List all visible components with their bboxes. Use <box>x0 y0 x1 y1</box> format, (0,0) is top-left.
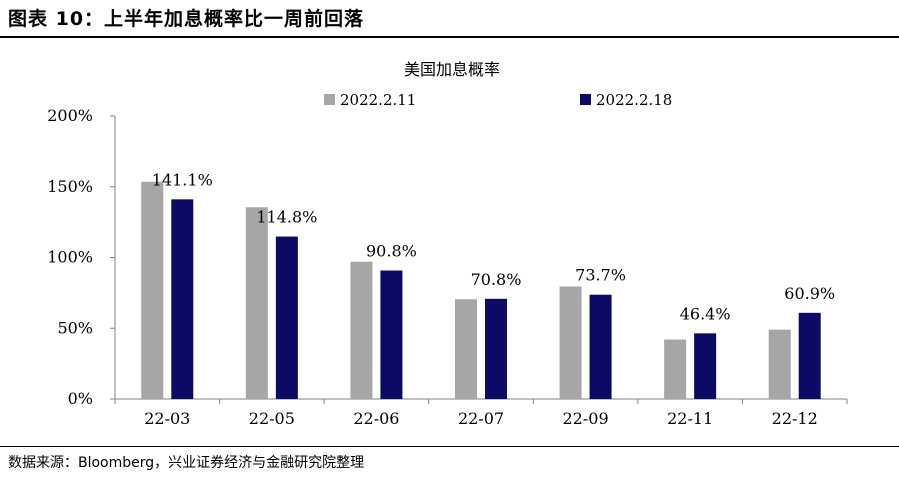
data-label: 73.7% <box>575 266 626 285</box>
chart-bars <box>141 181 821 399</box>
data-label: 46.4% <box>680 304 731 323</box>
bar-series-2 <box>589 294 612 399</box>
bar-series-1 <box>559 286 582 399</box>
legend-swatch-series-1 <box>324 94 335 105</box>
x-tick-label: 22-12 <box>772 409 818 428</box>
chart-labels: 141.1% 114.8% 90.8% 70.8% 73.7% 46.4% 60.9% <box>152 170 835 323</box>
x-tick-label: 22-11 <box>667 409 713 428</box>
bar-series-2 <box>694 333 717 399</box>
x-tick-label: 22-09 <box>563 409 609 428</box>
chart-title: 美国加息概率 <box>404 60 500 79</box>
y-tick-label: 150% <box>47 177 93 196</box>
bar-series-1 <box>350 261 373 399</box>
x-tick-label: 22-06 <box>353 409 399 428</box>
chart-legend: 2022.2.11 2022.2.18 <box>324 91 672 109</box>
header-rule <box>0 36 899 38</box>
x-tick-label: 22-05 <box>249 409 295 428</box>
figure-header: 图表 10：上半年加息概率比一周前回落 <box>0 0 899 38</box>
x-tick-label: 22-03 <box>144 409 190 428</box>
bar-series-1 <box>664 339 687 399</box>
bar-chart: 美国加息概率 2022.2.11 2022.2.18 0% 50% 100% 150%… <box>47 60 848 428</box>
bar-series-1 <box>245 207 268 399</box>
bar-series-2 <box>171 199 194 399</box>
data-label: 70.8% <box>471 270 522 289</box>
footer-rule <box>0 446 899 447</box>
data-label: 90.8% <box>366 242 417 261</box>
bar-series-1 <box>768 329 791 399</box>
bar-series-2 <box>485 298 507 399</box>
bar-series-1 <box>141 181 164 399</box>
legend-label-series-2: 2022.2.18 <box>596 91 672 109</box>
bar-series-2 <box>380 270 403 399</box>
data-label: 141.1% <box>152 170 213 189</box>
chart-axes: 0% 50% 100% 150% 200% 22-03 22-05 22-06 22-07 22-… <box>47 106 848 428</box>
figure-title: 图表 10：上半年加息概率比一周前回落 <box>8 8 365 30</box>
source-note: 数据来源：Bloomberg，兴业证券经济与金融研究院整理 <box>8 455 365 471</box>
y-tick-label: 50% <box>57 318 93 337</box>
legend-label-series-1: 2022.2.11 <box>340 91 416 109</box>
bar-series-1 <box>455 299 477 399</box>
data-label: 114.8% <box>256 208 317 227</box>
bar-series-2 <box>798 312 821 399</box>
x-tick-label: 22-07 <box>458 409 504 428</box>
y-tick-label: 100% <box>47 248 93 267</box>
y-tick-label: 200% <box>47 106 93 125</box>
legend-swatch-series-2 <box>580 94 591 105</box>
y-tick-label: 0% <box>68 389 93 408</box>
data-label: 60.9% <box>784 284 835 303</box>
bar-series-2 <box>275 236 298 399</box>
